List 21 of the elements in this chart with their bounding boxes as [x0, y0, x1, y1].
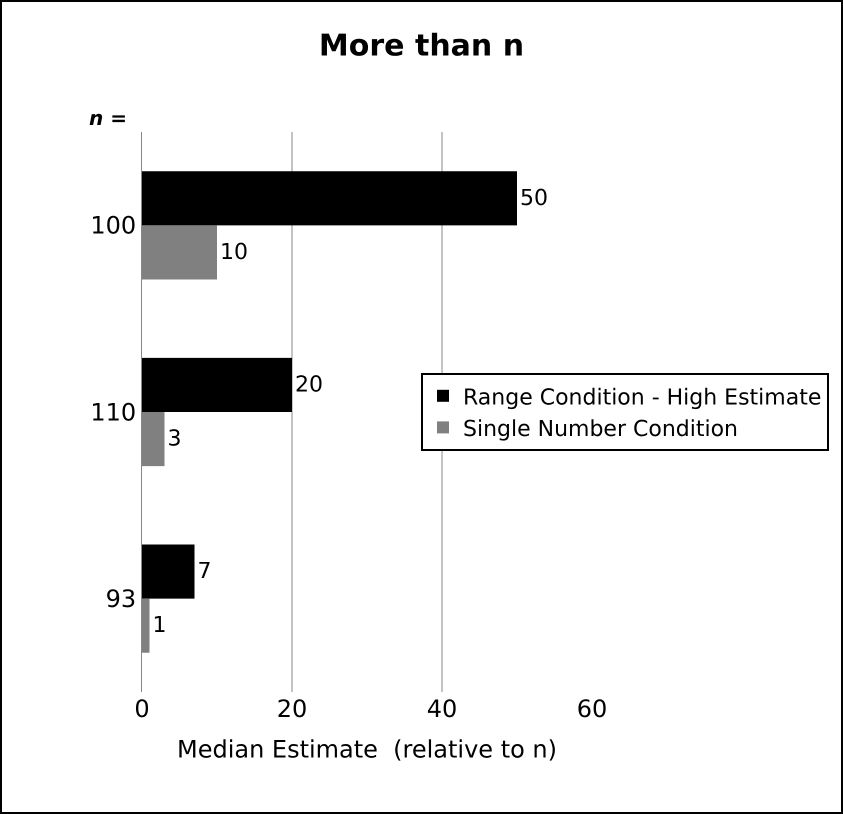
chart-title: More than n [318, 28, 524, 64]
bar [142, 544, 194, 599]
x-tick-label: 0 [134, 695, 150, 723]
bar [142, 171, 517, 226]
x-tick-label: 60 [576, 695, 608, 723]
text: n = [89, 106, 127, 130]
data-label: 20 [295, 372, 323, 398]
data-label: 7 [198, 559, 212, 584]
y-tick-label: 110 [90, 398, 136, 426]
legend-label: Range Condition - High Estimate [463, 385, 822, 410]
data-label: 50 [520, 186, 548, 211]
x-tick-label: 20 [276, 695, 308, 723]
x-axis-title: Median Estimate (relative to n) [176, 735, 558, 764]
y-tick-label: 100 [90, 212, 136, 240]
data-label: 10 [220, 240, 248, 265]
x-tick-label: 40 [426, 695, 458, 723]
legend-label: Single Number Condition [463, 416, 738, 442]
data-label: 1 [152, 613, 166, 638]
data-label: 3 [168, 426, 182, 452]
bar [142, 358, 292, 412]
y-tick-label: 93 [106, 585, 136, 614]
